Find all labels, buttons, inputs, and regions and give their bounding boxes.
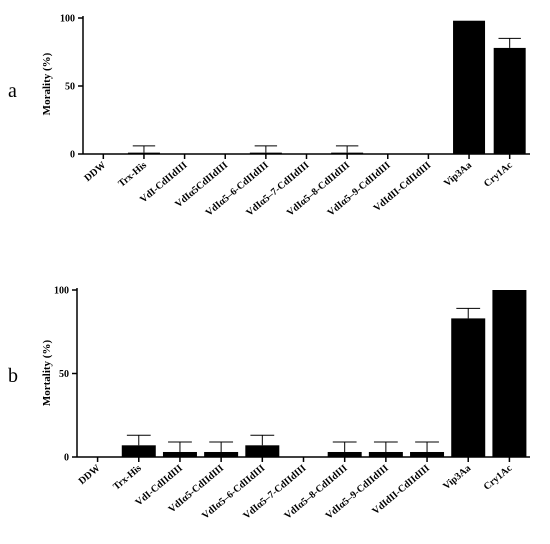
x-tick-label-b: Trx-His — [111, 463, 144, 493]
x-tick-label-a: Vip3Aa — [442, 160, 474, 189]
y-tick-label-a: 50 — [65, 82, 75, 93]
bar-b — [162, 451, 197, 457]
y-tick-label-b: 100 — [54, 286, 69, 297]
bar-b — [204, 451, 239, 457]
bar-b — [245, 445, 280, 457]
bar-a — [249, 152, 282, 154]
y-axis-label-a: Morality (%) — [41, 52, 53, 115]
x-tick-label-b: DDW — [77, 463, 103, 487]
bar-a — [493, 47, 526, 154]
x-tick-label-a: Cry1Ac — [482, 160, 515, 190]
bar-a — [331, 152, 364, 154]
panel-label-a: a — [8, 80, 17, 102]
bar-a — [453, 20, 486, 154]
bar-b — [368, 451, 403, 457]
panel-label-b: b — [8, 365, 18, 387]
y-tick-label-b: 50 — [59, 369, 69, 380]
bar-b — [410, 451, 445, 457]
x-tick-label-b: Cry1Ac — [482, 463, 515, 493]
y-tick-label-a: 0 — [70, 150, 75, 161]
bar-b — [451, 318, 486, 457]
y-axis-label-b: Mortality (%) — [41, 340, 53, 407]
x-tick-label-b: Vip3Aa — [441, 463, 473, 492]
bar-b — [492, 290, 527, 457]
bar-b — [121, 445, 156, 457]
bar-a — [127, 152, 160, 154]
x-tick-label-a: Trx-His — [116, 160, 149, 190]
bar-b — [327, 451, 362, 457]
y-tick-label-b: 0 — [64, 453, 69, 464]
y-tick-label-a: 100 — [60, 14, 75, 25]
x-tick-label-a: DDW — [82, 160, 108, 184]
